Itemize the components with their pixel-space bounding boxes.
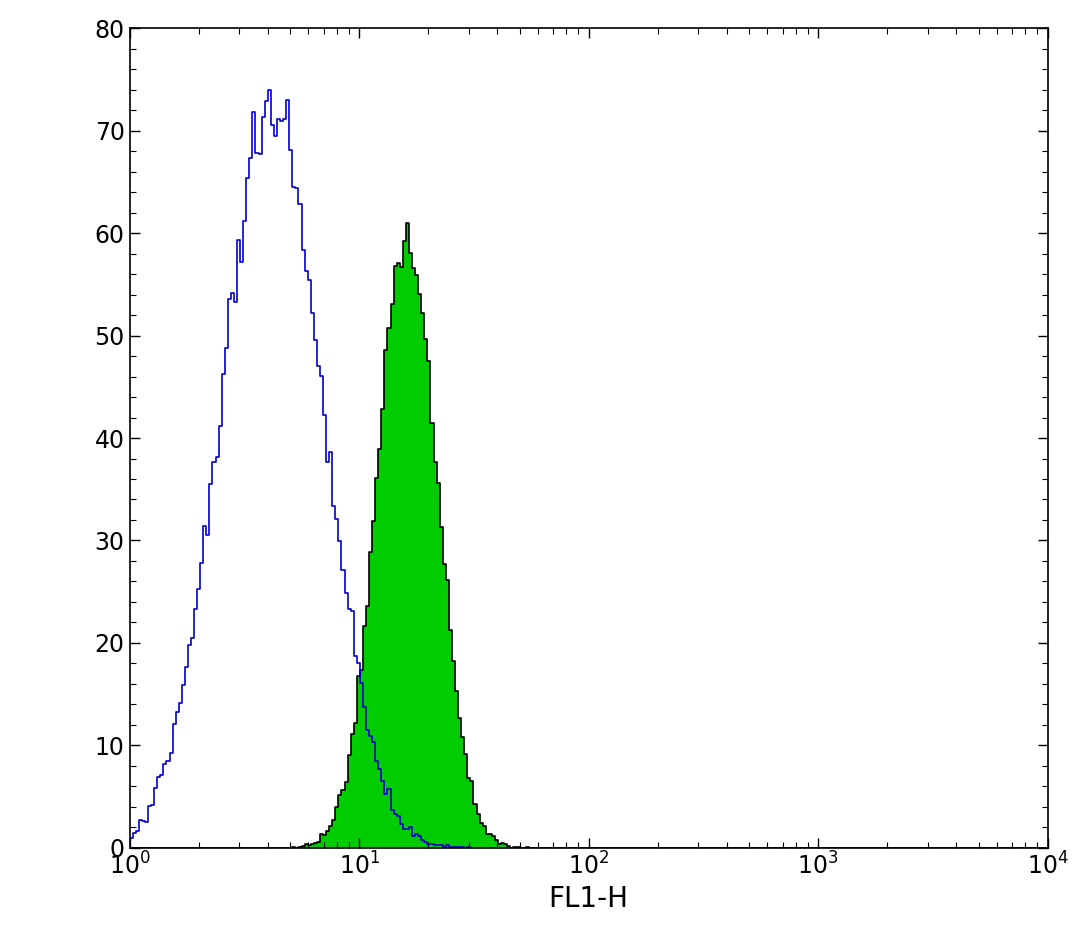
Polygon shape — [130, 223, 1048, 848]
X-axis label: FL1-H: FL1-H — [549, 885, 629, 914]
